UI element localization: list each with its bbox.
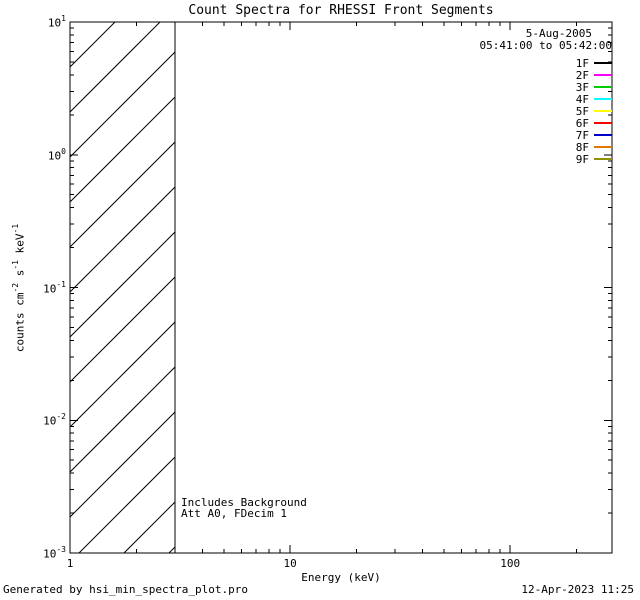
- y-tick-label: 10-3: [43, 545, 66, 561]
- legend-series-line: [594, 74, 612, 76]
- legend-series-label: 6F: [575, 116, 589, 130]
- legend-series-line: [594, 86, 612, 88]
- x-tick-label: 1: [66, 557, 74, 570]
- legend-row: 1F: [575, 56, 612, 70]
- y-tick-label: 10-1: [43, 279, 66, 296]
- legend-row: 5F: [575, 104, 612, 118]
- legend-row: 9F: [575, 152, 612, 166]
- y-axis-label-text: keV: [13, 233, 27, 260]
- y-tick-label: 10-2: [43, 412, 66, 428]
- x-tick-label: 10: [283, 557, 297, 570]
- legend-series-line: [594, 122, 612, 124]
- legend-series-line: [594, 98, 612, 100]
- hatch-region: [70, 22, 176, 553]
- legend-series-label: 1F: [575, 56, 589, 70]
- legend-row: 2F: [575, 68, 612, 82]
- legend-row: 8F: [575, 140, 612, 154]
- legend-series-line: [594, 146, 612, 148]
- legend-row: 3F: [575, 80, 612, 94]
- y-axis-label-text: counts cm: [13, 292, 27, 353]
- legend-row: 4F: [575, 92, 612, 106]
- footer-generator-text: Generated by hsi_min_spectra_plot.pro: [3, 583, 249, 596]
- annotation-includes-background: Includes Background: [181, 496, 307, 509]
- legend-series-label: 8F: [575, 140, 589, 154]
- y-axis-label-exp: -1: [11, 223, 20, 234]
- legend-time-range: 05:41:00 to 05:42:00: [479, 39, 612, 52]
- y-tick-label: 100: [47, 146, 66, 163]
- y-tick-label: 101: [47, 14, 66, 30]
- footer-timestamp: 12-Apr-2023 11:25: [521, 583, 634, 596]
- x-tick-label: 100: [500, 557, 521, 570]
- legend-series-label: 4F: [575, 92, 589, 106]
- annotation-attenuator-state: Att A0, FDecim 1: [181, 507, 287, 520]
- chart-title: Count Spectra for RHESSI Front Segments: [188, 3, 494, 18]
- legend-series-line: [594, 110, 612, 112]
- x-axis-label: Energy (keV): [301, 571, 381, 584]
- axis-ticks: [69, 21, 612, 554]
- plot-frame: [69, 21, 613, 554]
- legend-date: 5-Aug-2005: [525, 27, 592, 40]
- legend-series-label: 2F: [575, 68, 589, 82]
- legend-row: 7F: [575, 128, 612, 142]
- legend-series-line: [594, 134, 612, 136]
- legend-series-line: [594, 62, 612, 64]
- y-axis-label-exp: -1: [11, 260, 20, 270]
- legend-series-label: 5F: [575, 104, 589, 118]
- legend-series-label: 7F: [575, 128, 589, 142]
- legend-series-line: [594, 158, 612, 160]
- legend-series-label: 9F: [575, 152, 589, 166]
- legend-series-label: 3F: [575, 80, 589, 94]
- legend-row: 6F: [575, 116, 612, 130]
